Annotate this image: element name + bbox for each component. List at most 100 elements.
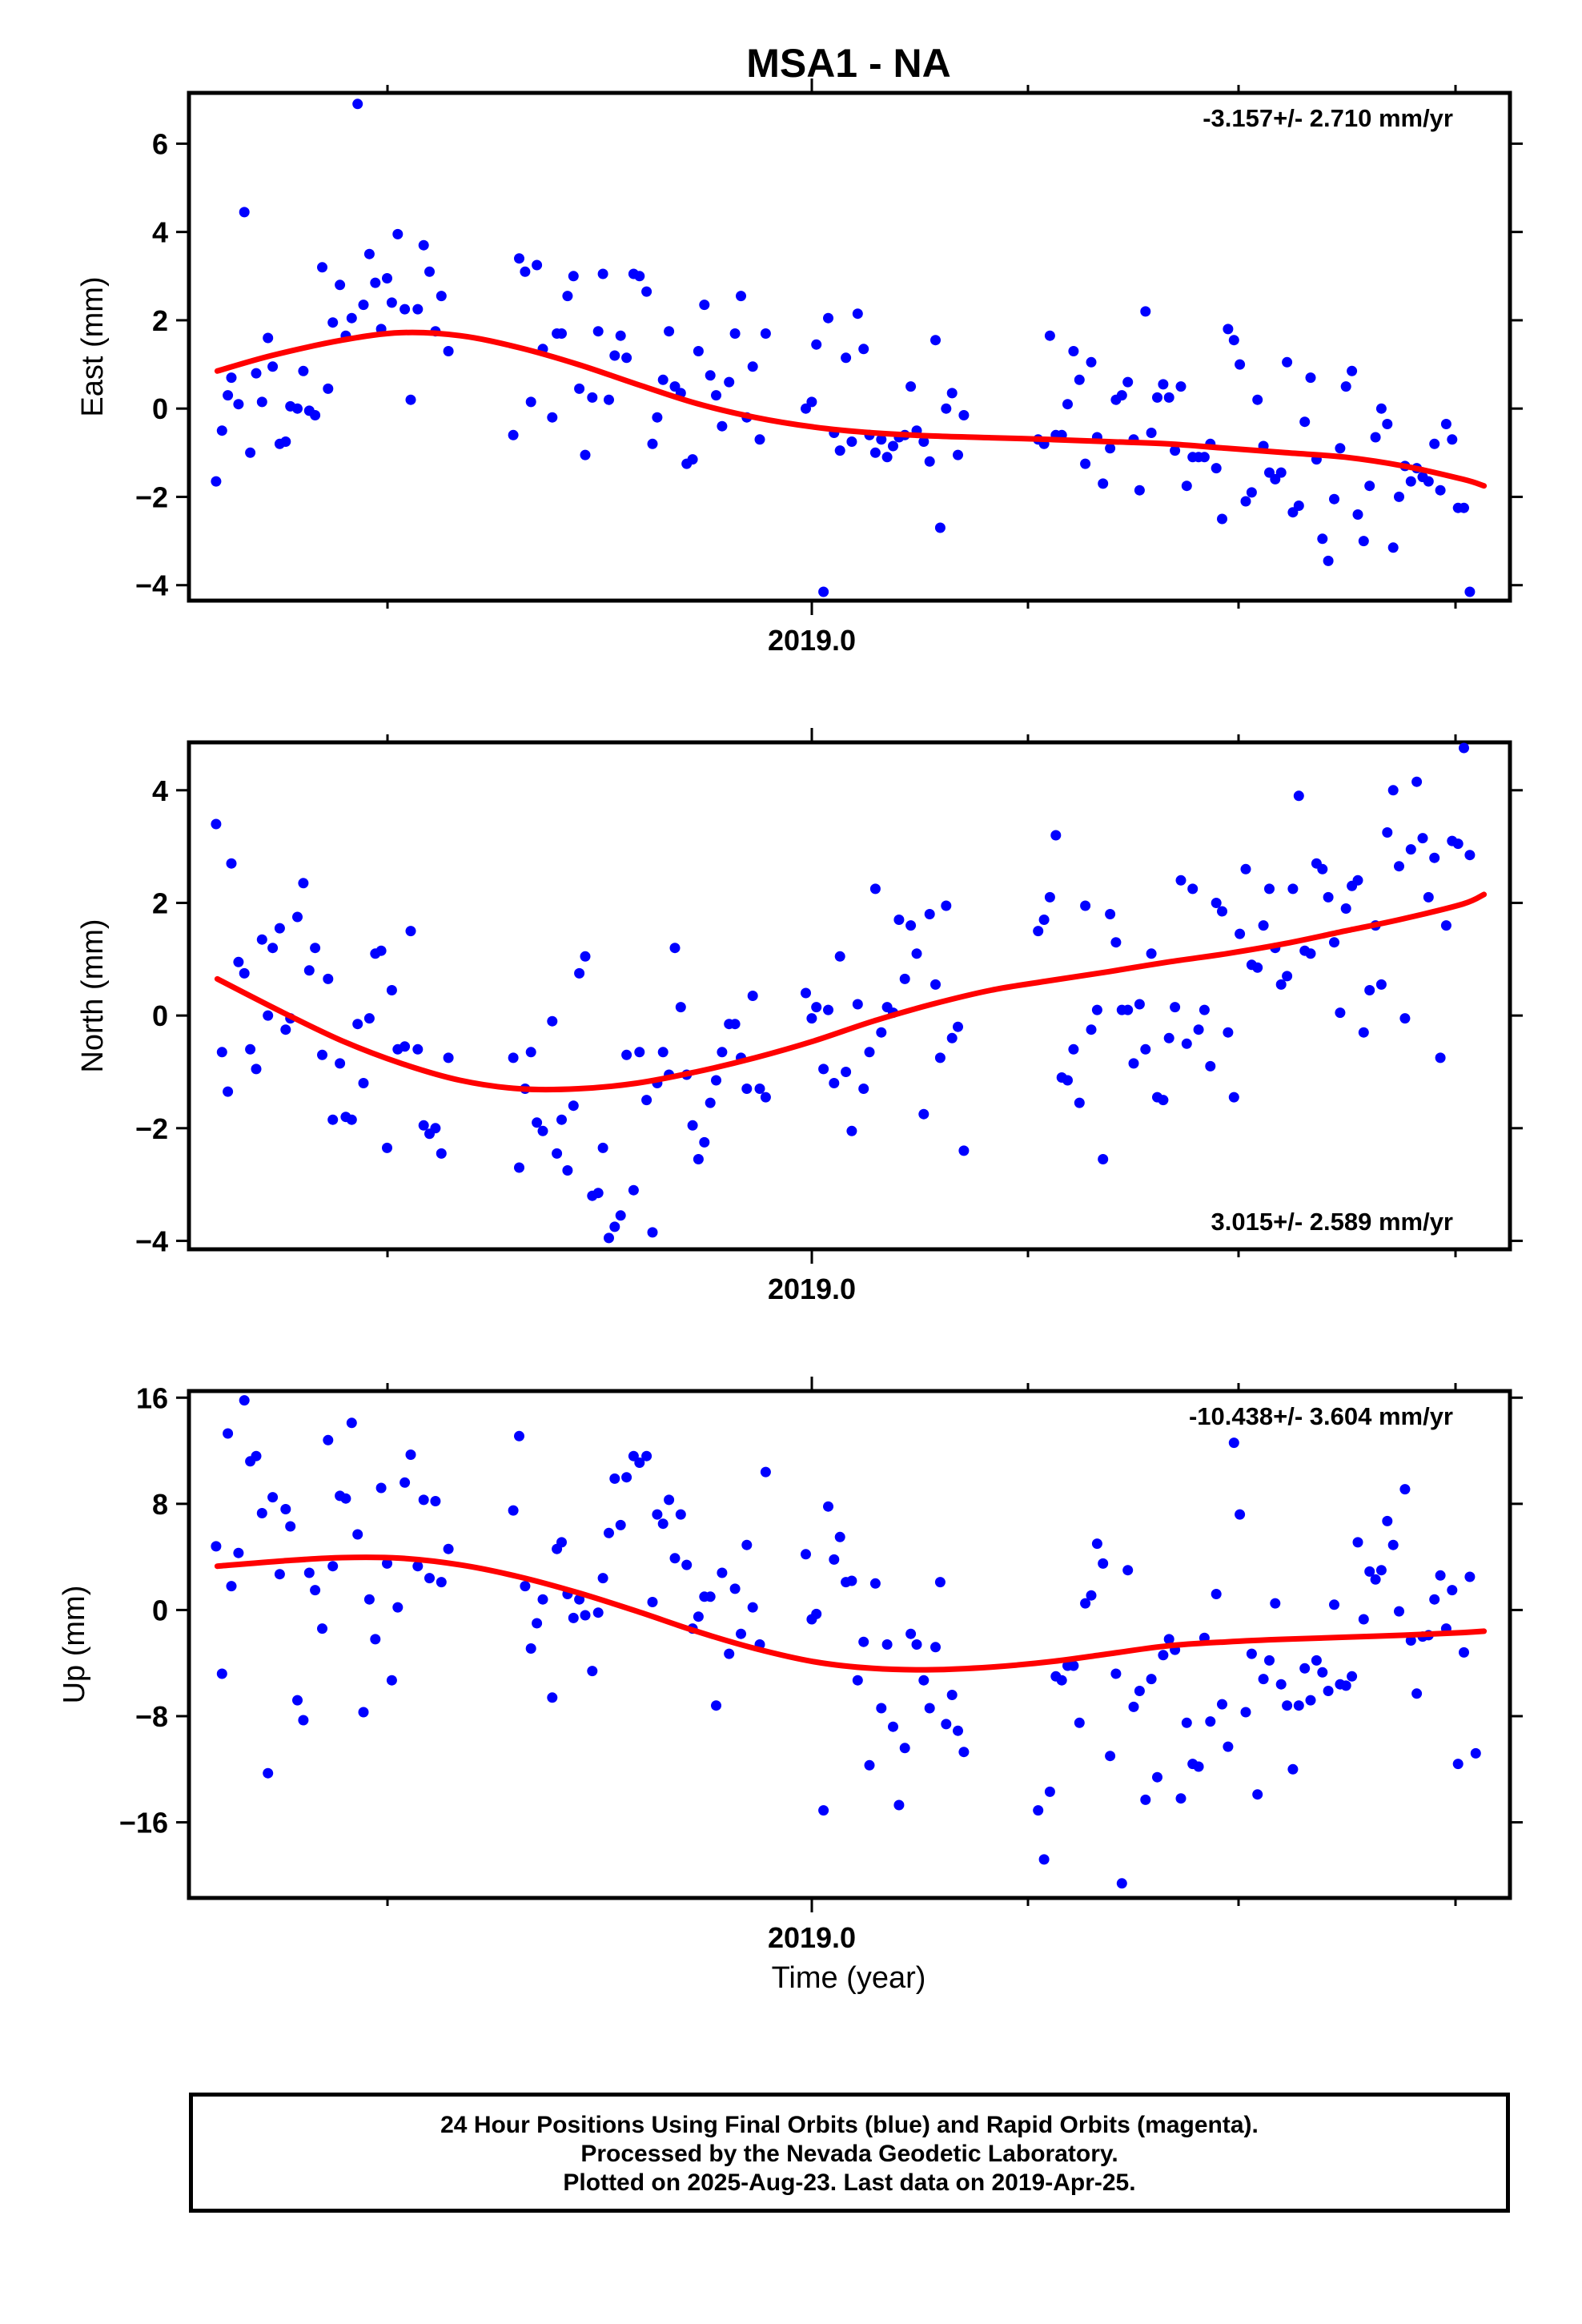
trend-fit-line (214, 329, 1488, 489)
data-point (864, 1047, 875, 1058)
data-point (1382, 1515, 1393, 1526)
data-point (924, 909, 935, 919)
data-point (1335, 443, 1346, 454)
data-point (436, 291, 447, 302)
data-point (256, 1508, 267, 1518)
data-point (1317, 863, 1328, 875)
y-tick-label: 6 (152, 127, 168, 160)
data-point (1181, 1717, 1192, 1728)
data-point (1181, 480, 1192, 492)
data-point (1056, 1675, 1067, 1686)
data-point (1435, 485, 1446, 496)
data-point (869, 447, 881, 458)
data-point (881, 1639, 893, 1650)
data-point (280, 436, 291, 447)
data-point (657, 374, 669, 385)
data-point (340, 1493, 351, 1504)
data-point (1211, 898, 1222, 908)
data-point (693, 346, 704, 356)
data-point (621, 1472, 632, 1483)
y-tick-label: 2 (152, 887, 168, 919)
data-point (1340, 381, 1351, 392)
data-point (405, 1449, 416, 1460)
data-point (699, 300, 710, 311)
data-point (418, 239, 429, 251)
data-point (430, 1496, 441, 1506)
data-point (664, 1494, 675, 1506)
data-point (1282, 1700, 1293, 1711)
data-point (687, 454, 698, 465)
data-point (953, 449, 963, 460)
data-point (1387, 542, 1399, 553)
data-point (628, 1184, 639, 1196)
data-point (1140, 1043, 1151, 1055)
x-tick-label: 2019.0 (768, 1921, 856, 1954)
data-point (310, 1585, 321, 1596)
data-point (400, 1477, 411, 1488)
data-point (267, 943, 279, 954)
data-point (537, 1125, 548, 1136)
data-point (647, 1227, 658, 1238)
data-point (1223, 1741, 1234, 1752)
data-point (634, 1458, 645, 1468)
data-point (233, 399, 244, 410)
chart-title: MSA1 - NA (746, 41, 951, 86)
data-point (1293, 790, 1304, 802)
data-point (647, 438, 658, 449)
data-point (1464, 586, 1476, 597)
data-point (1211, 1589, 1222, 1599)
data-point (1044, 891, 1055, 903)
data-point (1050, 830, 1062, 841)
data-point (1347, 365, 1358, 376)
data-point (597, 1573, 608, 1584)
data-point (1163, 392, 1174, 403)
data-point (1270, 473, 1281, 485)
data-point (226, 858, 237, 869)
data-point (760, 328, 771, 339)
data-point (352, 99, 363, 110)
data-point (1080, 900, 1091, 911)
data-point (317, 262, 327, 273)
data-point (801, 1549, 811, 1560)
data-point (1175, 381, 1186, 392)
data-point (1228, 1092, 1239, 1103)
data-point (1370, 432, 1381, 443)
data-point (1329, 1599, 1339, 1610)
rate-label: 3.015+/- 2.589 mm/yr (1211, 1208, 1453, 1236)
data-point (652, 1509, 663, 1520)
data-point (211, 476, 222, 487)
data-point (400, 1041, 411, 1052)
data-point (552, 1148, 563, 1159)
data-point (1217, 1699, 1227, 1710)
data-point (1074, 1097, 1085, 1108)
data-point (1170, 445, 1181, 456)
rate-label: -3.157+/- 2.710 mm/yr (1203, 104, 1453, 132)
data-point (358, 300, 369, 311)
east-panel: −4 −2 0 2 4 6 2019.0 East (mm) -3.157+/- 2.710 m… (76, 78, 1523, 657)
data-point (1246, 1648, 1257, 1659)
data-point (1158, 379, 1169, 390)
data-point (1134, 485, 1145, 496)
data-point (811, 1608, 822, 1619)
footer-line-orbits: 24 Hour Positions Using Final Orbits (bl… (440, 2112, 1259, 2138)
data-point (1181, 1038, 1192, 1049)
footer-line-plotted: Plotted on 2025-Aug-23. Last data on 201… (563, 2169, 1136, 2196)
data-point (1252, 962, 1263, 973)
x-tick-label: 2019.0 (768, 1273, 856, 1305)
data-point (1152, 392, 1162, 403)
data-point (675, 1509, 686, 1520)
data-point (1464, 1571, 1476, 1582)
data-point (375, 945, 387, 956)
data-point (1370, 1574, 1381, 1585)
data-point (1175, 1793, 1186, 1804)
data-point (1352, 1537, 1363, 1548)
data-point (1258, 1674, 1269, 1685)
data-point (818, 1805, 829, 1816)
data-point (1364, 1566, 1375, 1577)
data-point (298, 365, 309, 376)
data-point (1411, 776, 1423, 787)
data-point (1417, 833, 1428, 844)
data-point (418, 1120, 429, 1131)
data-point (888, 440, 898, 452)
data-point (801, 403, 811, 414)
